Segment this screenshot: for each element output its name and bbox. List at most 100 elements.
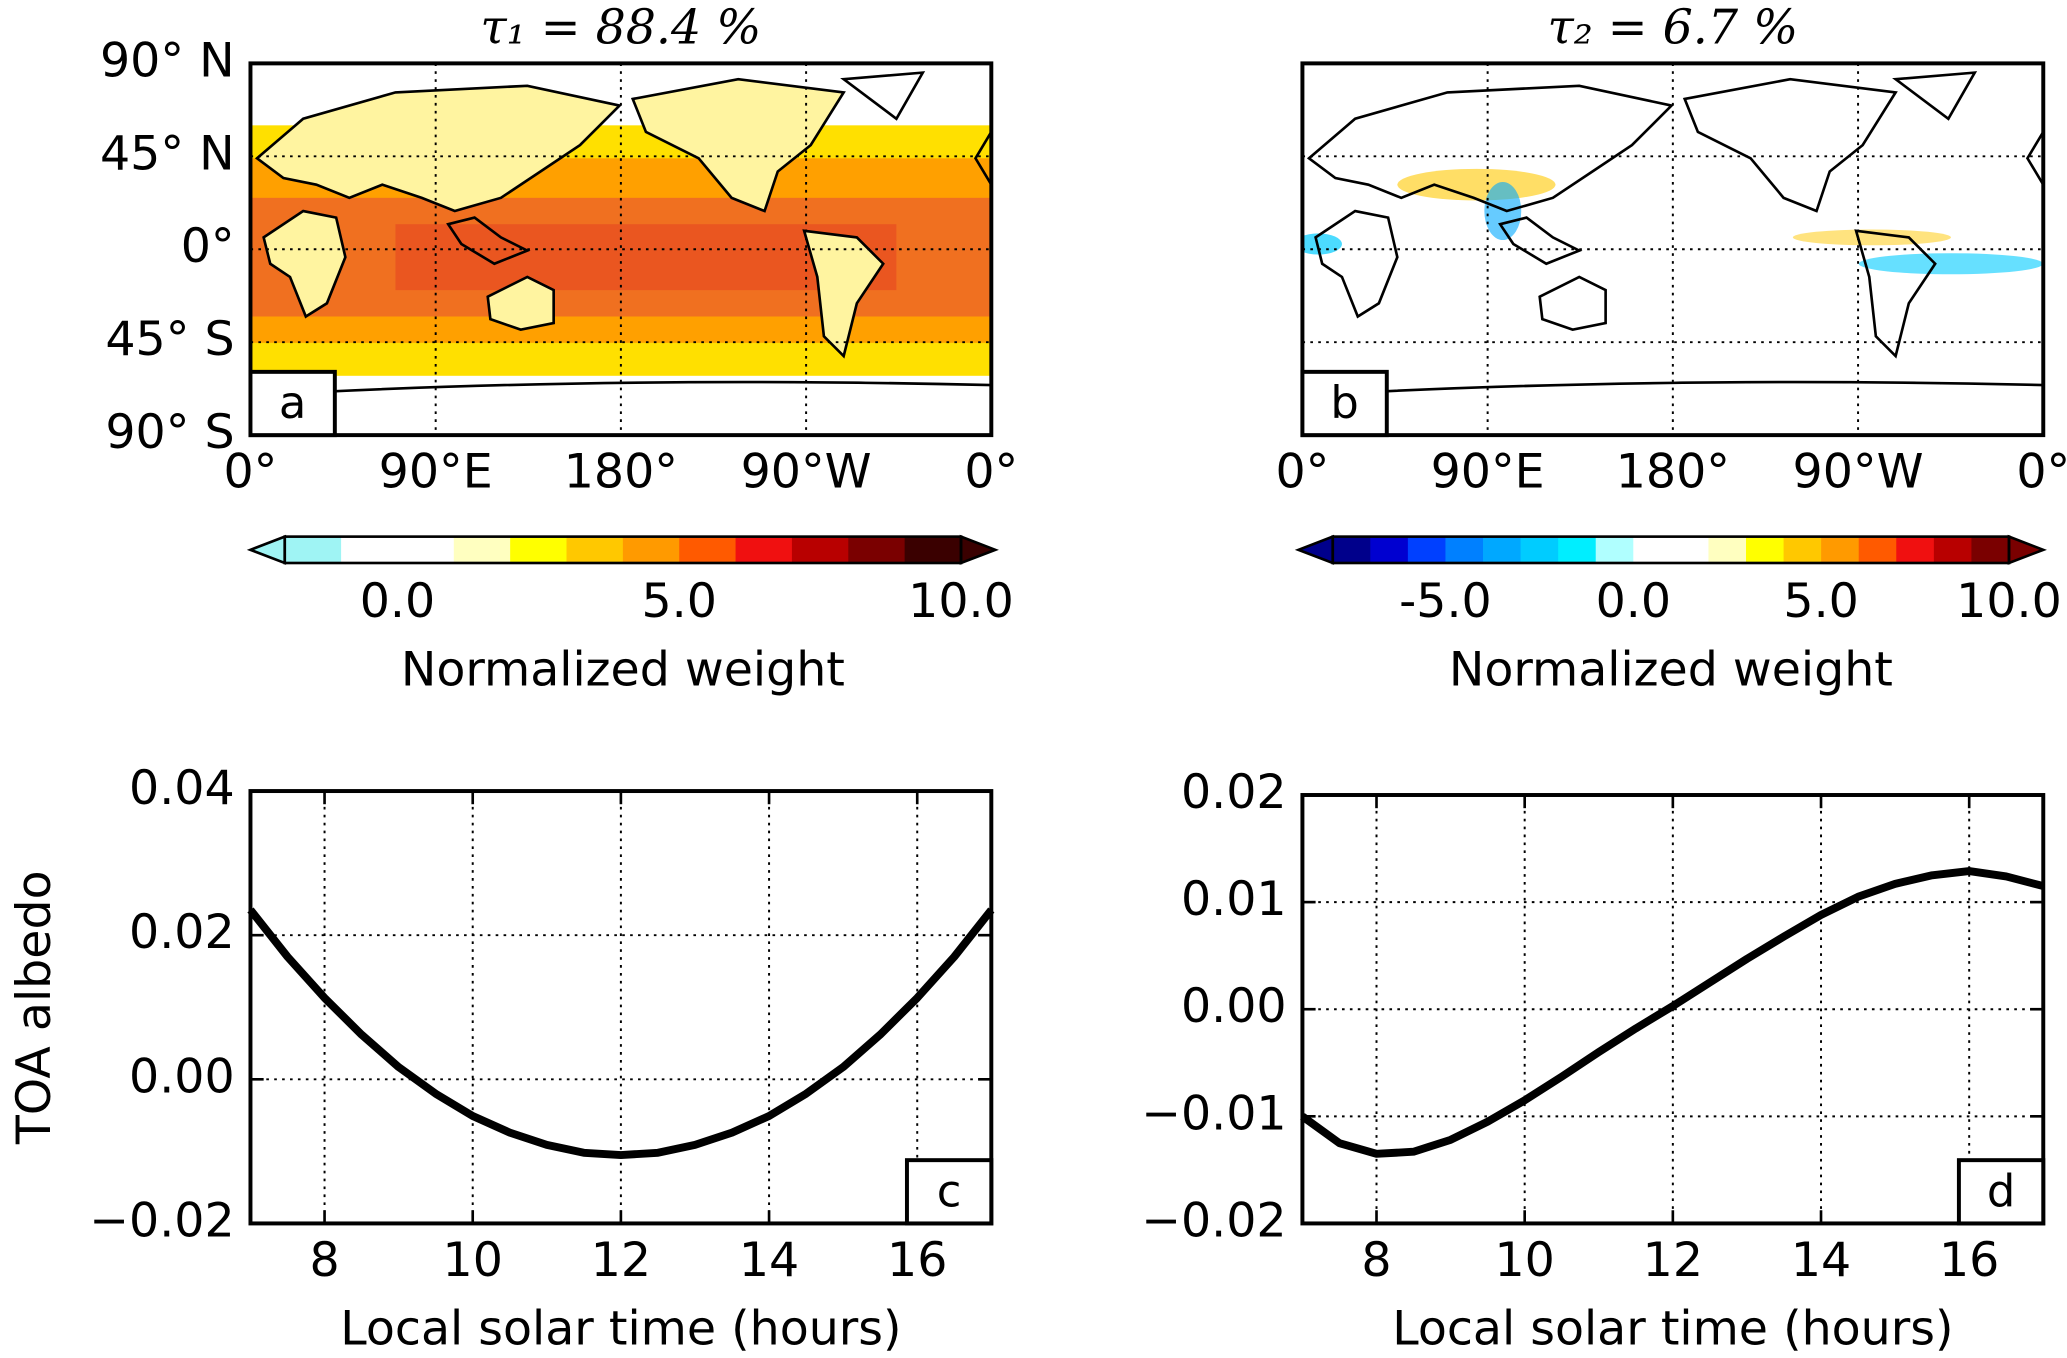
y-tick-label: 0.02 <box>1181 765 1287 820</box>
colorbar-bin <box>1708 536 1747 563</box>
colorbar-bin <box>791 536 849 563</box>
y-tick-label: 0.04 <box>129 761 235 816</box>
colorbar-tick-label: 10.0 <box>1956 574 2062 629</box>
colorbar-bin <box>397 536 455 563</box>
x-tick-label: 90°E <box>379 445 493 500</box>
panel-label-box <box>904 1158 994 1226</box>
data-line <box>1300 867 2045 1158</box>
colorbar-bin <box>453 536 511 563</box>
panel-label: d <box>1987 1164 2015 1217</box>
colorbar-bin <box>1971 536 2010 563</box>
y-tick-label: 0.01 <box>1181 872 1287 927</box>
y-tick-label: −0.02 <box>1141 1193 1286 1248</box>
colorbar-bin <box>1407 536 1447 563</box>
colorbar-bin <box>1445 536 1484 563</box>
colorbar-extend <box>1294 534 1335 565</box>
y-tick-label: 0° <box>181 219 235 274</box>
chart-title: τ₁ = 88.4 % <box>480 1 761 56</box>
colorbar-bin <box>1783 536 1822 563</box>
colorbar-tick-label: 5.0 <box>641 574 716 629</box>
x-tick-label: 180° <box>564 445 678 500</box>
panel-label-box <box>248 369 337 438</box>
colorbar-frame <box>283 535 963 565</box>
colorbar-bin <box>735 536 793 563</box>
plot-frame <box>248 61 994 438</box>
y-tick-label: 45° S <box>105 312 234 367</box>
plot-frame <box>248 789 994 1226</box>
map-field <box>250 63 992 436</box>
x-tick-label: 8 <box>1361 1233 1391 1288</box>
colorbar-bin <box>1821 536 1860 563</box>
colorbar-label: Normalized weight <box>401 642 845 697</box>
x-tick-label: 16 <box>887 1233 947 1288</box>
y-tick-label: 90° N <box>100 33 235 88</box>
y-tick-label: 90° S <box>105 405 234 460</box>
colorbar-bin <box>1670 536 1710 563</box>
y-tick-label: 0.00 <box>1181 979 1287 1034</box>
x-tick-label: 8 <box>309 1233 339 1288</box>
colorbar-tick-label: 0.0 <box>360 574 435 629</box>
colorbar-label: Normalized weight <box>1449 642 1893 697</box>
colorbar-bin <box>1933 536 1973 563</box>
x-tick-label: 0° <box>1275 445 1329 500</box>
colorbar-bin <box>1483 536 1522 563</box>
x-tick-label: 12 <box>1643 1233 1703 1288</box>
colorbar-bin <box>679 536 737 563</box>
colorbar-extend <box>2007 534 2047 565</box>
colorbar-tick-label: 10.0 <box>908 574 1014 629</box>
x-tick-label: 12 <box>591 1233 651 1288</box>
y-tick-label: 45° N <box>100 126 235 181</box>
colorbar-bin <box>1332 536 1371 563</box>
x-tick-label: 10 <box>443 1233 503 1288</box>
data-line <box>247 907 995 1159</box>
x-axis-label: Local solar time (hours) <box>1392 1302 1953 1357</box>
x-tick-label: 10 <box>1494 1233 1554 1288</box>
colorbar-bin <box>1370 536 1409 563</box>
colorbar-bin <box>1633 536 1672 563</box>
plot-frame <box>1300 793 2046 1226</box>
y-tick-label: 0.02 <box>129 905 235 960</box>
x-tick-label: 90°W <box>741 445 872 500</box>
panel-label: a <box>279 376 306 429</box>
y-tick-label: −0.02 <box>89 1193 234 1248</box>
y-tick-label: −0.01 <box>1141 1086 1286 1141</box>
panel-label: c <box>937 1164 962 1217</box>
x-tick-label: 14 <box>739 1233 799 1288</box>
colorbar-tick-label: 5.0 <box>1783 574 1858 629</box>
colorbar-bin <box>1595 536 1634 563</box>
x-tick-label: 0° <box>2016 445 2067 500</box>
panel-label-box <box>1956 1158 2046 1226</box>
x-tick-label: 180° <box>1616 445 1730 500</box>
colorbar-bin <box>1896 536 1935 563</box>
colorbar-extend <box>246 534 287 565</box>
colorbar-bin <box>1520 536 1559 563</box>
x-tick-label: 16 <box>1939 1233 1999 1288</box>
colorbar-bin <box>341 536 399 563</box>
x-tick-label: 90°E <box>1431 445 1545 500</box>
panel-label: b <box>1330 376 1358 429</box>
colorbar-bin <box>848 536 906 563</box>
colorbar-frame <box>1331 535 2011 565</box>
x-tick-label: 0° <box>224 445 278 500</box>
y-axis-label: TOA albedo <box>7 870 62 1145</box>
x-tick-label: 0° <box>964 445 1018 500</box>
colorbar-extend <box>959 534 999 565</box>
colorbar-bin <box>566 536 624 563</box>
colorbar-bin <box>622 536 680 563</box>
colorbar-bin <box>1558 536 1597 563</box>
panel-label-box <box>1300 369 1389 438</box>
colorbar-bin <box>284 536 342 563</box>
x-tick-label: 90°W <box>1793 445 1924 500</box>
x-tick-label: 14 <box>1791 1233 1851 1288</box>
x-axis-label: Local solar time (hours) <box>340 1302 901 1357</box>
chart-title: τ₂ = 6.7 % <box>1547 1 1798 56</box>
colorbar-bin <box>1858 536 1897 563</box>
colorbar-bin <box>904 536 962 563</box>
colorbar-bin <box>510 536 568 563</box>
colorbar-bin <box>1746 536 1785 563</box>
colorbar-tick-label: 0.0 <box>1596 574 1671 629</box>
y-tick-label: 0.00 <box>129 1049 235 1104</box>
colorbar-tick-label: -5.0 <box>1399 574 1492 629</box>
